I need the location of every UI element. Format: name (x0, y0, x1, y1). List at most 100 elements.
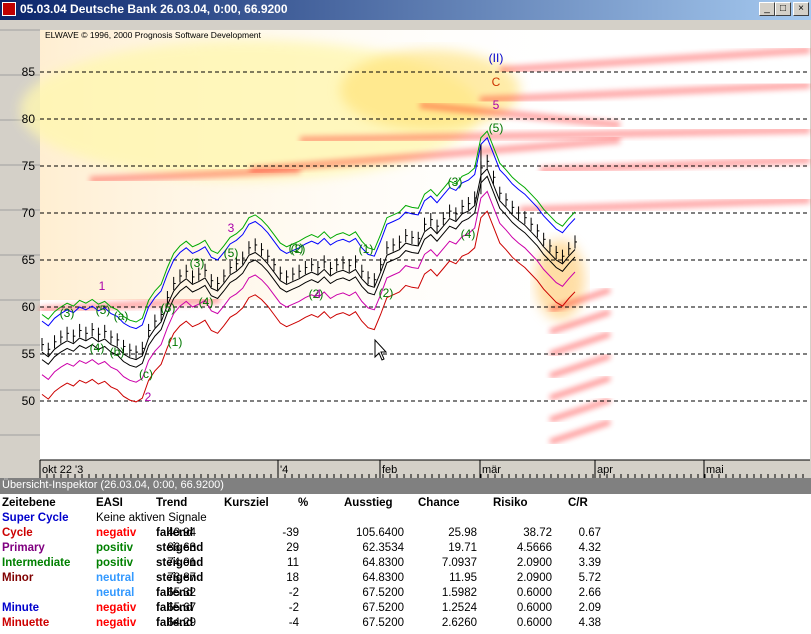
inspector-row[interactable]: Primary positiv steigend 86.63 29 62.3534 19.7… (0, 541, 811, 556)
col-cr: C/R (568, 497, 588, 509)
easi-value: neutral (96, 572, 135, 584)
percent-value: 18 (286, 572, 299, 584)
inspector-row[interactable]: Intermediate positiv steigend 74.01 11 64.830… (0, 556, 811, 571)
risiko-value: 0.6000 (516, 602, 552, 614)
inspector-row[interactable]: Super Cycle Keine aktiven Signale (0, 511, 811, 526)
window-title: 05.03.04 Deutsche Bank 26.03.04, 0:00, 6… (20, 2, 288, 16)
wave-label: (5) (224, 246, 239, 260)
percent-value: 29 (286, 542, 299, 554)
cr-value: 4.38 (578, 617, 601, 629)
close-button[interactable]: × (793, 2, 809, 16)
trend-value: fallend (156, 527, 194, 539)
cr-value: 3.39 (578, 557, 601, 569)
wave-label: (3) (448, 175, 463, 189)
y-tick-label: 75 (22, 159, 36, 173)
wave-label: (4) (90, 341, 105, 355)
x-axis-panel (40, 460, 810, 478)
heat-band (89, 166, 301, 184)
wave-label: (II) (489, 51, 504, 65)
kursziel-value: 40.94 (167, 527, 196, 539)
cr-value: 5.72 (578, 572, 601, 584)
chance-value: 1.2524 (441, 602, 477, 614)
heat-band (249, 136, 621, 174)
chance-value: 2.6260 (441, 617, 477, 629)
trend-value: steigend (156, 542, 204, 554)
y-tick-label: 50 (22, 394, 36, 408)
level-name: Minuette (2, 617, 50, 629)
inspector-row[interactable]: Minute negativ fallend 65.67 -2 67.5200 1.2524… (0, 601, 811, 616)
wave-label: 3 (228, 221, 235, 235)
y-tick-label: 60 (22, 300, 36, 314)
x-tick-label: mai (706, 464, 724, 476)
risiko-value: 38.72 (523, 527, 552, 539)
wave-label: (5) (96, 303, 111, 317)
y-tick-label: 80 (22, 112, 36, 126)
wave-label: 4 (315, 287, 322, 301)
app-icon[interactable] (2, 2, 16, 16)
percent-value: -2 (288, 602, 299, 614)
wave-label: (3) (60, 306, 75, 320)
level-name: Super Cycle (2, 512, 69, 524)
trend-value: steigend (156, 572, 204, 584)
x-tick-label: '4 (280, 464, 288, 476)
x-tick-label: mär (482, 464, 501, 476)
maximize-button[interactable]: □ (775, 2, 791, 16)
price-chart[interactable]: 85 80 75 70 65 60 55 50 okt 22 '3 '4 feb mär apr mai E… (0, 20, 811, 478)
ausstieg-value: 62.3534 (362, 542, 404, 554)
copyright-text: ELWAVE © 1996, 2000 Prognosis Software D… (45, 30, 262, 40)
level-name: Minor (2, 572, 34, 584)
ausstieg-value: 67.5200 (362, 617, 404, 629)
easi-value: positiv (96, 557, 134, 569)
col-zeitebene: Zeitebene (2, 497, 56, 509)
wave-label: (1) (359, 242, 374, 256)
wave-label: (c) (139, 367, 153, 381)
cr-value: 2.09 (578, 602, 601, 614)
x-tick-label: feb (382, 464, 397, 476)
heat-band (539, 156, 811, 174)
inspector-row[interactable]: Minuette negativ fallend 64.29 -4 67.5200 2.62… (0, 616, 811, 631)
y-tick-label: 65 (22, 253, 36, 267)
wave-label: (4) (199, 295, 214, 309)
heat-band (549, 309, 611, 335)
level-name: Primary (2, 542, 45, 554)
y-tick-label: 85 (22, 65, 36, 79)
ausstieg-value: 64.8300 (362, 572, 404, 584)
percent-value: -4 (288, 617, 299, 629)
chance-value: 11.95 (449, 572, 477, 584)
wave-label: (5) (161, 301, 176, 315)
wave-label: (2) (309, 287, 324, 301)
y-tick-label: 70 (22, 206, 36, 220)
trend-value: fallend (156, 602, 194, 614)
chance-value: 1.5982 (441, 587, 477, 599)
col-percent: % (298, 497, 309, 509)
risiko-value: 0.6000 (516, 587, 552, 599)
easi-value: negativ (96, 617, 137, 629)
easi-value: Keine aktiven Signale (96, 512, 207, 524)
risiko-value: 2.0900 (516, 557, 552, 569)
col-risiko: Risiko (493, 497, 528, 509)
lower-band-red (41, 210, 576, 403)
minimize-button[interactable]: _ (759, 2, 775, 16)
chart-area[interactable]: 85 80 75 70 65 60 55 50 okt 22 '3 '4 feb mär apr mai E… (0, 20, 811, 478)
upper-band-blue (41, 136, 576, 330)
col-easi: EASI (96, 497, 123, 509)
heat-band (549, 375, 611, 401)
wave-label: (a) (114, 309, 129, 323)
kursziel-value: 65.67 (167, 602, 196, 614)
chance-value: 7.0937 (441, 557, 477, 569)
risiko-value: 2.0900 (516, 572, 552, 584)
inspector-row[interactable]: neutral fallend 65.32 -2 67.5200 1.5982 0.6000… (0, 586, 811, 601)
upper-band-green (41, 130, 576, 323)
wave-label: 1 (99, 279, 106, 293)
wave-label: (2) (379, 286, 394, 300)
easi-value: positiv (96, 542, 134, 554)
easi-value: negativ (96, 527, 137, 539)
col-kursziel: Kursziel (224, 497, 269, 509)
level-name: Intermediate (2, 557, 71, 569)
trend-value: steigend (156, 557, 204, 569)
ausstieg-value: 64.8300 (362, 557, 404, 569)
lower-band-magenta (41, 190, 576, 383)
inspector-row[interactable]: Minor neutral steigend 78.87 18 64.8300 11.95 2… (0, 571, 811, 586)
col-ausstieg: Ausstieg (344, 497, 393, 509)
inspector-row[interactable]: Cycle negativ fallend 40.94 -39 105.6400 25.98… (0, 526, 811, 541)
